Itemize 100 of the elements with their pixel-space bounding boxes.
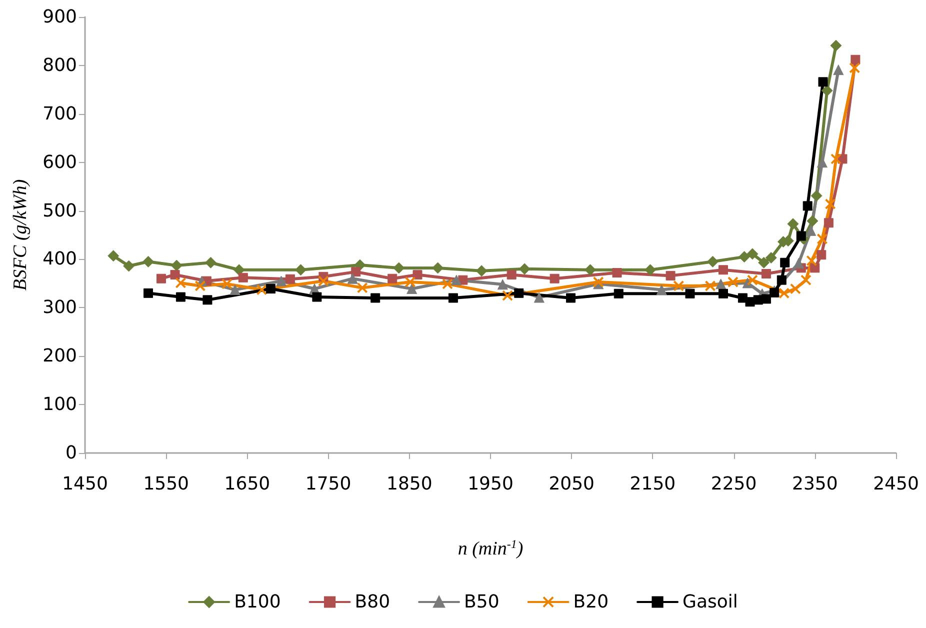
y-tick-label: 900 (42, 6, 77, 28)
point (451, 274, 462, 286)
point (716, 278, 726, 290)
y-tick-label: 200 (42, 346, 77, 367)
x-tick-label: 1550 (143, 474, 190, 494)
legend-label: B20 (573, 592, 609, 612)
point (770, 288, 780, 298)
y-tick-label: 600 (42, 152, 77, 173)
point (765, 252, 777, 264)
point (796, 231, 806, 241)
point (738, 251, 750, 263)
point (830, 153, 842, 164)
point (294, 264, 306, 276)
point (706, 256, 718, 268)
y-tick-label: 700 (42, 103, 77, 124)
point (404, 276, 416, 288)
point (673, 280, 684, 292)
point (566, 293, 576, 303)
point (718, 265, 728, 275)
x-tick-label: 2150 (630, 474, 676, 494)
point (718, 288, 728, 298)
point (276, 276, 287, 286)
point (584, 264, 596, 276)
y-tick-label: 400 (42, 248, 77, 270)
point (204, 256, 216, 268)
y-tick-label: 300 (42, 297, 77, 318)
y-tick-label: 0 (66, 442, 77, 464)
point (685, 288, 695, 298)
point (742, 278, 753, 288)
point (388, 274, 398, 284)
point (221, 278, 232, 290)
point (787, 218, 799, 230)
point (347, 273, 358, 284)
point (592, 276, 604, 288)
x-tick-label: 1650 (224, 474, 270, 494)
point (194, 280, 206, 292)
legend-label: B100 (234, 592, 281, 612)
point (761, 294, 771, 304)
point (830, 40, 842, 52)
point (175, 277, 186, 288)
x-tick-label: 2050 (548, 474, 595, 494)
x-tick-label: 2450 (873, 474, 919, 494)
point (432, 262, 444, 274)
point (778, 288, 790, 299)
x-tick-label: 1850 (386, 474, 432, 494)
point (816, 157, 828, 168)
point (156, 274, 166, 284)
point (816, 250, 826, 260)
point (170, 270, 180, 280)
point (285, 274, 295, 284)
y-tick-label: 500 (42, 200, 77, 222)
point (318, 276, 329, 287)
point (793, 258, 804, 268)
point (356, 282, 368, 294)
point (497, 279, 508, 290)
point (442, 278, 454, 290)
point (776, 275, 786, 285)
point (476, 265, 488, 277)
point (824, 218, 834, 228)
point (810, 190, 822, 202)
point (849, 62, 860, 74)
point (644, 264, 656, 276)
point (550, 274, 560, 284)
point (123, 260, 135, 272)
point (666, 270, 676, 280)
point (780, 258, 790, 268)
point (506, 270, 516, 280)
point (790, 283, 801, 294)
point (816, 233, 828, 244)
point (256, 284, 268, 296)
point (170, 260, 182, 272)
point (142, 256, 154, 268)
legend-label: Gasoil (682, 592, 738, 612)
point (745, 297, 755, 307)
point (370, 293, 380, 303)
point (266, 284, 276, 294)
x-tick-label: 2350 (792, 474, 838, 494)
x-tick-label: 1750 (305, 474, 352, 494)
point (810, 263, 820, 273)
x-tick-label: 1450 (62, 474, 108, 494)
point (806, 215, 818, 227)
point (761, 269, 771, 279)
point (800, 274, 812, 286)
point (406, 284, 418, 294)
legend-label: B80 (354, 592, 390, 612)
x-tick-label: 2250 (710, 474, 757, 494)
point (514, 288, 524, 298)
point (230, 284, 240, 295)
y-tick-label: 800 (42, 54, 77, 76)
point (850, 54, 860, 64)
point (238, 272, 248, 282)
point (746, 248, 758, 260)
x-tick-label: 1950 (468, 474, 514, 494)
point (351, 267, 361, 277)
point (802, 201, 812, 211)
point (824, 198, 836, 210)
point (233, 264, 245, 276)
point (821, 84, 833, 96)
point (448, 293, 458, 303)
point (818, 77, 828, 87)
